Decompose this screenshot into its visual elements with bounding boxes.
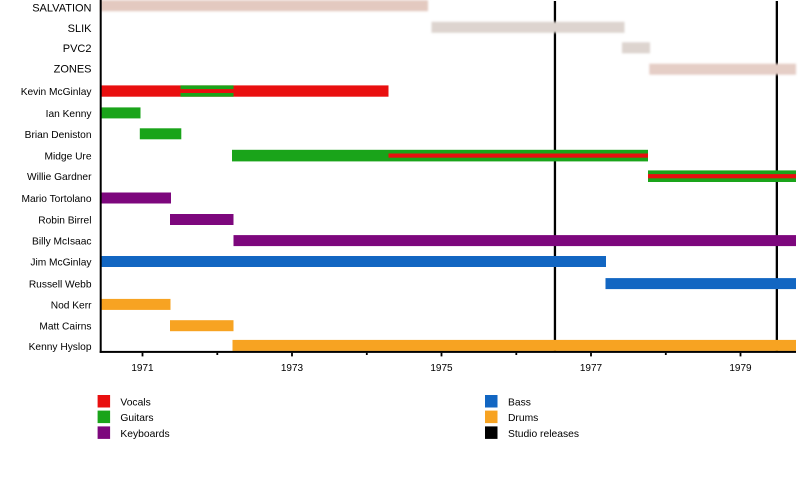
svg-text:Robin Birrel: Robin Birrel <box>38 216 91 227</box>
svg-text:Bass: Bass <box>508 398 531 409</box>
svg-text:Guitars: Guitars <box>120 413 153 424</box>
svg-text:1975: 1975 <box>430 363 453 374</box>
svg-text:Studio releases: Studio releases <box>508 429 579 440</box>
svg-text:Russell Webb: Russell Webb <box>29 279 92 290</box>
svg-text:1977: 1977 <box>580 363 603 374</box>
svg-text:Brian Deniston: Brian Deniston <box>25 130 92 141</box>
svg-text:Jim McGinlay: Jim McGinlay <box>30 258 92 269</box>
svg-text:Drums: Drums <box>508 413 538 424</box>
svg-text:Nod Kerr: Nod Kerr <box>51 300 92 311</box>
svg-text:1979: 1979 <box>729 363 752 374</box>
svg-text:Billy McIsaac: Billy McIsaac <box>32 237 91 248</box>
svg-text:Vocals: Vocals <box>120 398 150 409</box>
svg-text:Matt Cairns: Matt Cairns <box>39 322 91 333</box>
svg-text:1971: 1971 <box>131 363 154 374</box>
svg-text:Mario Tortolano: Mario Tortolano <box>21 194 91 205</box>
svg-text:PVC2: PVC2 <box>63 43 92 55</box>
svg-text:SALVATION: SALVATION <box>32 2 91 14</box>
svg-text:ZONES: ZONES <box>54 64 92 76</box>
svg-text:Midge Ure: Midge Ure <box>45 152 92 163</box>
svg-text:1973: 1973 <box>281 363 304 374</box>
svg-text:SLIK: SLIK <box>68 23 93 35</box>
svg-text:Kevin McGinlay: Kevin McGinlay <box>21 87 93 98</box>
svg-text:Keyboards: Keyboards <box>120 429 169 440</box>
svg-text:Ian Kenny: Ian Kenny <box>46 109 93 120</box>
svg-text:Willie Gardner: Willie Gardner <box>27 172 92 183</box>
svg-text:Kenny Hyslop: Kenny Hyslop <box>29 342 92 353</box>
